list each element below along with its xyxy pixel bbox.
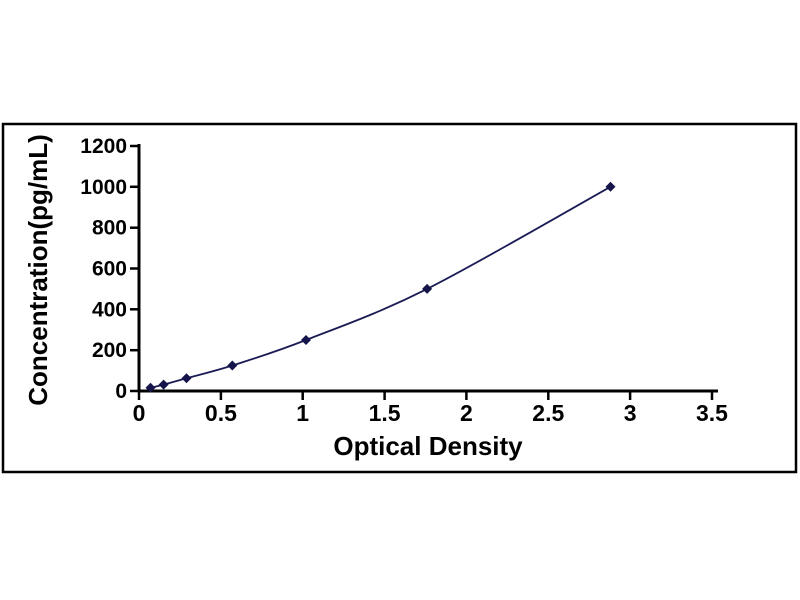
y-tick-label: 600 xyxy=(92,258,127,281)
y-tick-label: 200 xyxy=(92,339,127,362)
chart-border-frame xyxy=(1,122,798,474)
data-point-marker xyxy=(158,379,169,390)
y-tick-label: 1000 xyxy=(80,176,127,199)
data-point-marker xyxy=(227,360,238,371)
x-tick-label: 1.5 xyxy=(369,400,401,426)
y-tick-label: 1200 xyxy=(80,135,127,158)
y-tick-label: 400 xyxy=(92,298,127,321)
x-axis-title: Optical Density xyxy=(333,431,523,461)
data-point-marker xyxy=(605,181,616,192)
data-point-marker xyxy=(181,373,192,384)
series-layer xyxy=(145,181,616,393)
data-point-marker xyxy=(301,335,311,345)
ticks-layer xyxy=(130,144,714,400)
data-point-marker xyxy=(422,283,433,294)
x-tick-label: 0.5 xyxy=(205,400,237,426)
x-tick-label: 2 xyxy=(460,400,473,426)
standard-curve-line xyxy=(150,186,611,389)
x-tick-label: 3.5 xyxy=(696,400,728,426)
data-point-marker xyxy=(145,382,156,393)
x-tick-label: 3 xyxy=(624,400,637,426)
tick-labels-layer: 0 0.5 1 1.5 2 2.5 3 3.5 0 200 400 600 800 1000 1200 xyxy=(80,135,728,426)
x-tick-label: 0 xyxy=(133,400,146,426)
x-tick-label: 1 xyxy=(296,400,309,426)
y-tick-label: 800 xyxy=(92,217,127,240)
y-axis-title: Concentration(pg/mL) xyxy=(23,134,53,406)
axes-layer xyxy=(137,144,718,393)
y-tick-label: 0 xyxy=(115,380,127,403)
x-tick-label: 2.5 xyxy=(532,400,564,426)
